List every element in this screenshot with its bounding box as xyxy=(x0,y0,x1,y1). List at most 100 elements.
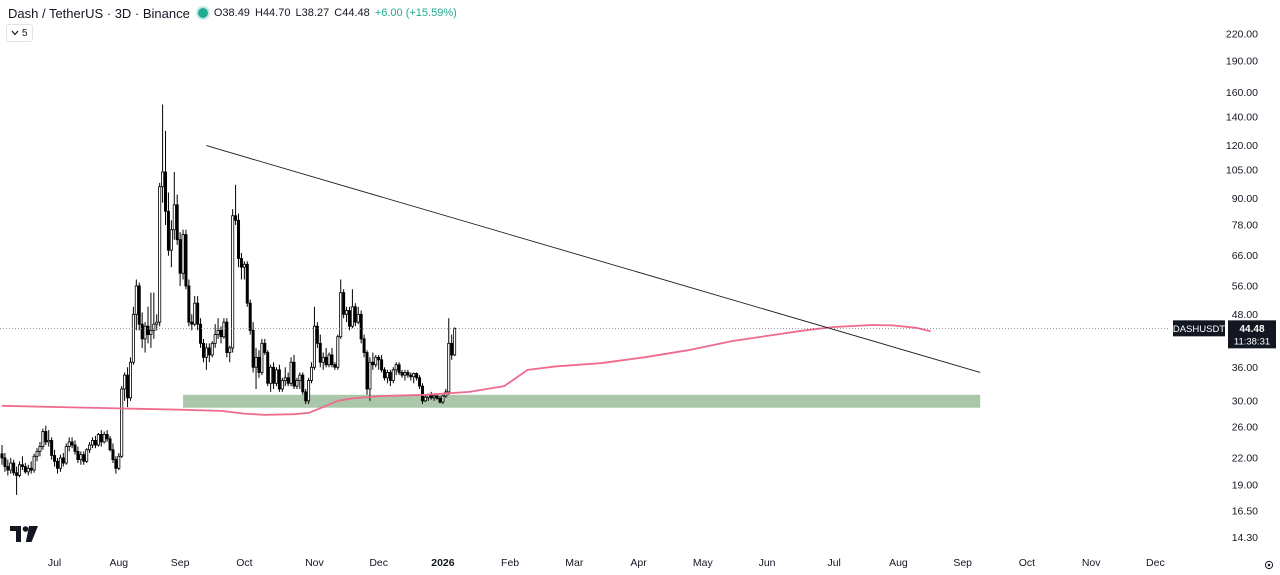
candle xyxy=(280,377,284,392)
candle xyxy=(70,437,74,449)
candle-body-down xyxy=(190,321,194,325)
candle xyxy=(257,350,261,378)
candle-body-down xyxy=(333,364,337,368)
candle-body-down xyxy=(359,313,363,340)
candle xyxy=(152,292,156,339)
candle-body-down xyxy=(362,338,366,353)
candle xyxy=(312,306,316,370)
candle xyxy=(450,334,454,360)
candle-body-up xyxy=(447,342,451,393)
candle xyxy=(269,364,273,392)
candle-body-up xyxy=(222,321,226,338)
candle-body-down xyxy=(237,219,241,259)
change-value: +6.00 (+15.59%) xyxy=(374,7,457,19)
candle-body-up xyxy=(58,457,62,469)
candle xyxy=(324,347,328,368)
candle xyxy=(178,232,182,286)
low-value: L38.27 xyxy=(295,7,330,19)
candle xyxy=(23,463,27,474)
candle xyxy=(137,282,141,331)
candle xyxy=(254,347,258,389)
candle-body-down xyxy=(196,302,200,325)
candle xyxy=(330,347,334,368)
close-value: C44.48 xyxy=(334,7,370,19)
candle xyxy=(181,229,185,280)
candle-body-up xyxy=(336,336,340,368)
candle xyxy=(79,451,83,465)
candle-body-up xyxy=(204,347,208,358)
candle-body-down xyxy=(318,342,322,363)
candle-body-up xyxy=(403,372,407,376)
candle-body-up xyxy=(152,323,156,331)
x-axis-tick-label: Aug xyxy=(889,557,908,569)
candle xyxy=(359,310,363,344)
candle-body-down xyxy=(187,285,191,323)
candle-body-up xyxy=(67,441,71,447)
candle xyxy=(310,362,314,384)
x-axis-tick-label: Dec xyxy=(369,557,388,569)
candle-body-up xyxy=(274,369,278,384)
candle-body-up xyxy=(41,431,45,447)
candle xyxy=(441,394,445,404)
candle-body-up xyxy=(18,464,22,476)
candle-body-up xyxy=(289,361,293,384)
y-axis-tick-label: 78.00 xyxy=(1232,219,1258,231)
x-axis-tick-label: Oct xyxy=(236,557,252,569)
candle-body-down xyxy=(324,356,328,366)
candle xyxy=(201,338,205,363)
candle-body-down xyxy=(20,464,24,467)
candle-body-up xyxy=(385,372,389,379)
chart-legend: Dash / TetherUS · 3D · Binance O38.49 H4… xyxy=(8,4,459,22)
candle-body-up xyxy=(47,440,51,443)
candle xyxy=(169,220,173,268)
candle-body-down xyxy=(146,325,150,335)
x-axis-tick-label: 2026 xyxy=(431,557,455,569)
y-axis-tick-label: 160.00 xyxy=(1226,87,1258,99)
candle-body-up xyxy=(307,380,311,402)
candle-body-down xyxy=(263,342,267,353)
candle-body-down xyxy=(61,457,65,464)
candle xyxy=(397,362,401,376)
candle-body-down xyxy=(76,450,80,461)
candle-body-down xyxy=(6,466,10,471)
chart-settings-gear-icon[interactable] xyxy=(1264,557,1274,575)
candle xyxy=(345,306,349,323)
candle xyxy=(20,456,24,471)
candle xyxy=(435,394,439,400)
candle xyxy=(12,459,16,476)
candle xyxy=(356,306,360,325)
candle xyxy=(388,369,392,387)
y-axis-tick-label: 140.00 xyxy=(1226,112,1258,124)
candle xyxy=(120,386,124,458)
y-axis-tick-label: 90.00 xyxy=(1232,193,1258,205)
candle xyxy=(362,334,366,358)
candle-body-down xyxy=(272,366,276,384)
indicators-collapse-button[interactable]: 5 xyxy=(6,24,33,42)
tradingview-logo-icon[interactable] xyxy=(10,526,38,547)
symbol-title[interactable]: Dash / TetherUS · 3D · Binance xyxy=(8,5,190,21)
candle xyxy=(327,352,331,368)
candle xyxy=(207,343,211,363)
candle-body-up xyxy=(79,454,83,461)
candle-body-up xyxy=(96,434,100,446)
candle xyxy=(64,443,68,465)
candle-body-up xyxy=(35,450,39,457)
candle xyxy=(242,261,246,280)
candle-body-down xyxy=(347,310,351,327)
candle xyxy=(131,306,135,365)
high-value: H44.70 xyxy=(255,7,291,19)
candle xyxy=(117,452,121,471)
candle xyxy=(251,322,255,373)
candle-body-down xyxy=(164,171,168,212)
candle xyxy=(53,449,57,467)
candle xyxy=(108,435,112,452)
candle-body-up xyxy=(26,467,30,473)
candle xyxy=(73,440,77,455)
candle-body-down xyxy=(53,455,57,462)
candle xyxy=(114,456,118,474)
candle xyxy=(418,375,422,389)
candle-body-up xyxy=(350,306,354,327)
candle xyxy=(453,327,457,357)
